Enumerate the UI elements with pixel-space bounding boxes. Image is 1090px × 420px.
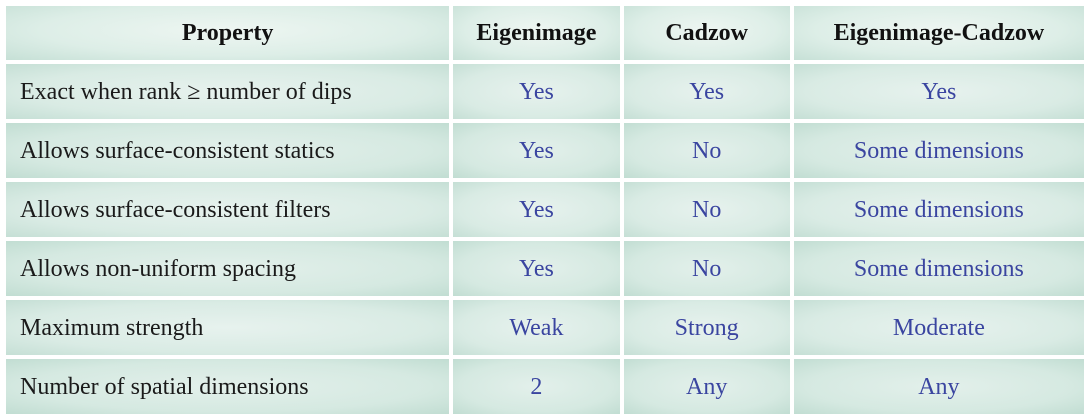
header-property: Property — [6, 6, 450, 60]
eigenimage-cell: Yes — [453, 182, 620, 237]
table-row: Allows surface-consistent filters Yes No… — [6, 182, 1084, 237]
cadzow-cell: Strong — [623, 300, 790, 355]
table-row: Allows surface-consistent statics Yes No… — [6, 123, 1084, 178]
eigenimage-cadzow-cell: Some dimensions — [793, 241, 1084, 296]
table-row: Maximum strength Weak Strong Moderate — [6, 300, 1084, 355]
table-row: Allows non-uniform spacing Yes No Some d… — [6, 241, 1084, 296]
cadzow-cell: No — [623, 241, 790, 296]
property-cell: Allows surface-consistent statics — [6, 123, 450, 178]
cadzow-cell: Any — [623, 359, 790, 414]
eigenimage-cadzow-cell: Any — [793, 359, 1084, 414]
header-row: Property Eigenimage Cadzow Eigenimage-Ca… — [6, 6, 1084, 60]
cadzow-cell: Yes — [623, 64, 790, 119]
property-cell: Maximum strength — [6, 300, 450, 355]
eigenimage-cadzow-cell: Some dimensions — [793, 182, 1084, 237]
table-row: Number of spatial dimensions 2 Any Any — [6, 359, 1084, 414]
eigenimage-cell: Yes — [453, 64, 620, 119]
eigenimage-cadzow-cell: Some dimensions — [793, 123, 1084, 178]
eigenimage-cell: Weak — [453, 300, 620, 355]
eigenimage-cell: Yes — [453, 123, 620, 178]
eigenimage-cadzow-cell: Yes — [793, 64, 1084, 119]
property-cell: Number of spatial dimensions — [6, 359, 450, 414]
property-cell: Allows non-uniform spacing — [6, 241, 450, 296]
property-cell: Allows surface-consistent filters — [6, 182, 450, 237]
property-cell: Exact when rank ≥ number of dips — [6, 64, 450, 119]
eigenimage-cadzow-cell: Moderate — [793, 300, 1084, 355]
cadzow-cell: No — [623, 123, 790, 178]
header-cadzow: Cadzow — [623, 6, 790, 60]
table-row: Exact when rank ≥ number of dips Yes Yes… — [6, 64, 1084, 119]
cadzow-cell: No — [623, 182, 790, 237]
eigenimage-cell: 2 — [453, 359, 620, 414]
header-eigenimage: Eigenimage — [453, 6, 620, 60]
header-eigenimage-cadzow: Eigenimage-Cadzow — [793, 6, 1084, 60]
eigenimage-cell: Yes — [453, 241, 620, 296]
